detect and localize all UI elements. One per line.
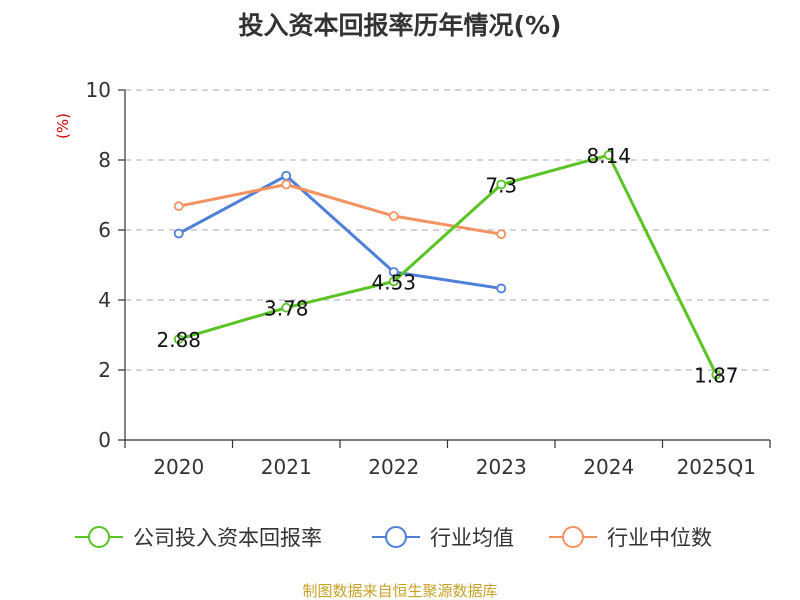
- chart-title: 投入资本回报率历年情况(%): [239, 11, 562, 40]
- series-1-point-2023: [496, 283, 507, 294]
- x-tick-label-2024: 2024: [583, 455, 634, 479]
- series-2-point-2021: [281, 179, 292, 190]
- legend-marker-1: [385, 526, 407, 548]
- series-1-point-2020: [173, 228, 184, 239]
- axis-layer: 0 2 4 6 8 10 2020 2021 2022 2023 2024 2025Q1: [86, 78, 771, 479]
- series-1-point-2022: [388, 267, 399, 277]
- x-tick-label-2020: 2020: [153, 455, 204, 479]
- series-0-point-2024: [603, 150, 614, 161]
- series-0-point-2022: [388, 276, 399, 287]
- legend-label-1: 行业均值: [430, 526, 514, 550]
- legend-marker-0: [88, 526, 110, 548]
- data-label-2022: 4.53: [371, 270, 416, 294]
- series-2-point-2022: [388, 211, 399, 221]
- y-axis-label: (%): [54, 113, 72, 139]
- data-label-2021: 3.78: [264, 297, 309, 321]
- y-tick-label: 6: [98, 218, 111, 242]
- data-label-layer: 2.88 3.78 4.53 7.3 8.14 1.87: [156, 144, 738, 387]
- source-note: 制图数据来自恒生聚源数据库: [302, 582, 497, 600]
- series-0-point-2023: [496, 179, 507, 190]
- legend: 公司投入资本回报率 行业均值 行业中位数: [75, 526, 712, 550]
- series-2-point-2023: [496, 229, 507, 240]
- series-line-1: [177, 174, 503, 290]
- y-tick-label: 2: [98, 358, 111, 382]
- y-tick-label: 8: [98, 148, 111, 172]
- data-label-2023: 7.3: [485, 174, 517, 198]
- data-label-2024: 8.14: [586, 144, 631, 168]
- series-1-point-2021: [281, 170, 292, 181]
- grid-layer: [125, 89, 770, 371]
- legend-label-0: 公司投入资本回报率: [133, 526, 322, 550]
- x-tick-label-2025Q1: 2025Q1: [677, 455, 756, 479]
- y-tick-label: 0: [98, 428, 111, 452]
- legend-label-2: 行业中位数: [607, 526, 712, 550]
- series-layer: [173, 150, 722, 380]
- series-0-point-2020: [173, 334, 184, 345]
- y-tick-label: 4: [98, 288, 111, 312]
- series-2-point-2020: [173, 201, 184, 212]
- series-0-point-2025Q1: [711, 369, 722, 380]
- y-tick-label: 10: [86, 78, 111, 102]
- series-line-2: [177, 183, 503, 236]
- legend-marker-2: [562, 526, 584, 548]
- x-tick-label-2023: 2023: [476, 455, 527, 479]
- series-line-0: [177, 153, 718, 377]
- data-label-2025Q1: 1.87: [694, 364, 739, 388]
- x-tick-label-2022: 2022: [368, 455, 419, 479]
- series-0-point-2021: [281, 302, 292, 313]
- data-label-2020: 2.88: [156, 328, 201, 352]
- x-tick-label-2021: 2021: [261, 455, 312, 479]
